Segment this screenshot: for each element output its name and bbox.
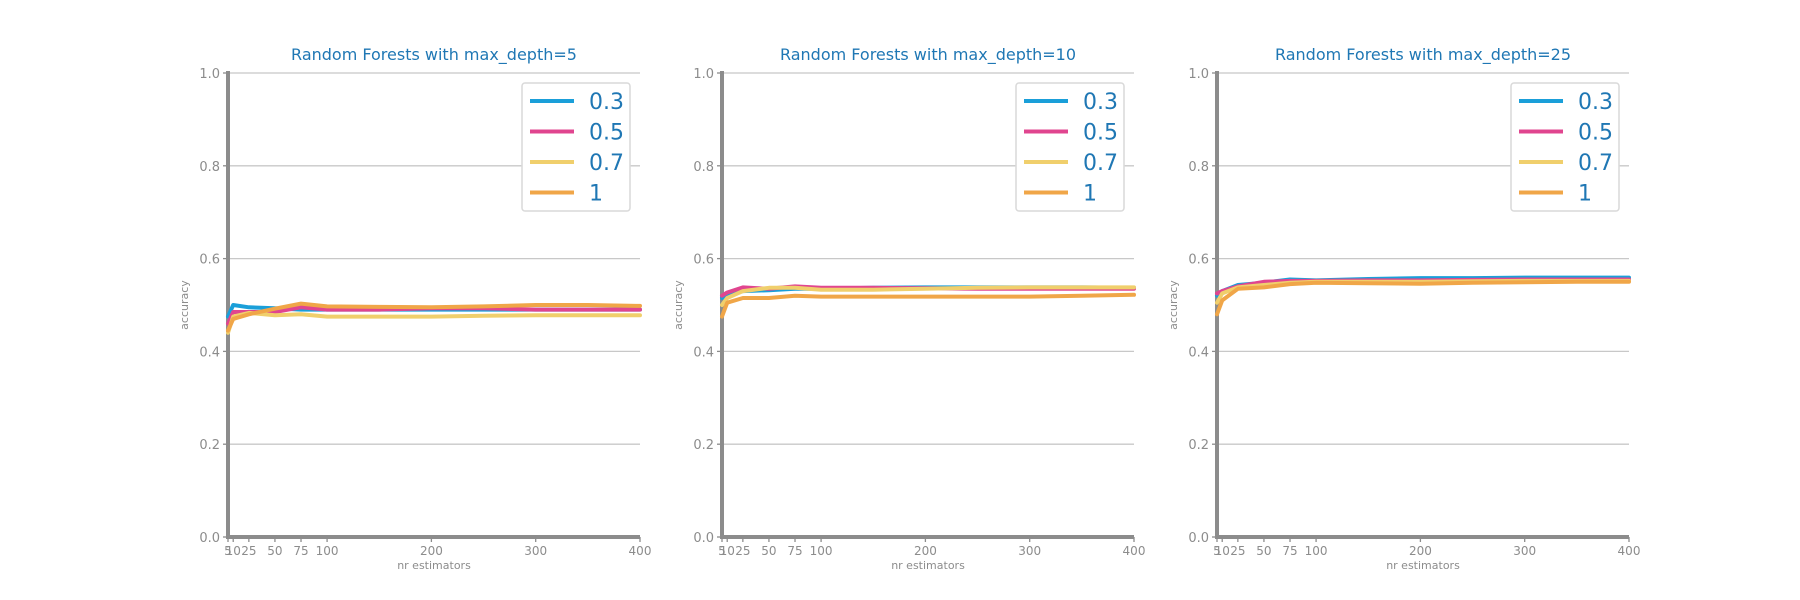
y-tick-label: 0.6: [1188, 253, 1209, 268]
chart-panel-1: 0.0 0.2 0.4 0.6 0.8 1.0 510 25 50 75 100 200 300 400 R…: [178, 45, 651, 572]
legend-box: [1510, 82, 1620, 212]
y-tick-label: 0.2: [1188, 438, 1209, 453]
x-tick-label: 400: [629, 544, 652, 558]
x-tick-label: 25: [241, 544, 256, 558]
x-axis-label: nr estimators: [1386, 559, 1460, 572]
legend-label: 0.7: [1083, 151, 1118, 176]
x-tick-label: 25: [735, 544, 750, 558]
x-tick-label: 50: [1256, 544, 1271, 558]
x-tick-label: 50: [267, 544, 282, 558]
y-tick-label: 1.0: [1188, 67, 1209, 82]
y-axis-label: accuracy: [1167, 280, 1180, 330]
y-tick-label: 0.4: [199, 345, 220, 360]
x-tick-label: 100: [1305, 544, 1328, 558]
x-tick-label: 75: [293, 544, 308, 558]
legend: 0.3 0.5 0.7 1: [1015, 82, 1125, 212]
y-tick-label: 1.0: [199, 67, 220, 82]
chart-title: Random Forests with max_depth=10: [780, 45, 1076, 65]
x-tick-label: 200: [1409, 544, 1432, 558]
series-line-1: [1215, 279, 1631, 317]
y-tick-label: 0.4: [1188, 345, 1209, 360]
x-tick-label: 100: [810, 544, 833, 558]
y-tick-label: 0.4: [693, 345, 714, 360]
x-tick-label: 200: [420, 544, 443, 558]
x-tick-label: 400: [1618, 544, 1641, 558]
legend-label: 1: [1083, 182, 1097, 207]
x-axis-label: nr estimators: [397, 559, 471, 572]
y-axis-label: accuracy: [178, 280, 191, 330]
legend: 0.3 0.5 0.7 1: [521, 82, 631, 212]
y-tick-label: 0.6: [199, 253, 220, 268]
legend-label: 0.5: [589, 121, 624, 146]
series-line-1: [720, 292, 1136, 319]
legend-label: 0.5: [1083, 121, 1118, 146]
series-line-1: [226, 301, 642, 333]
x-tick-label: 5: [224, 544, 232, 558]
y-tick-label: 0.6: [693, 253, 714, 268]
x-tick-label: 75: [787, 544, 802, 558]
y-tick-label: 0.8: [1188, 160, 1209, 175]
legend-label: 1: [589, 182, 603, 207]
y-tick-label: 0.8: [199, 160, 220, 175]
legend-label: 1: [1578, 182, 1592, 207]
x-tick-label: 400: [1123, 544, 1146, 558]
chart-panel-2: 0.0 0.2 0.4 0.6 0.8 1.0 510 25 50 75 100 200 300 400 R…: [672, 45, 1145, 572]
y-tick-label: 0.2: [199, 438, 220, 453]
x-tick-label: 25: [1230, 544, 1245, 558]
chart-title: Random Forests with max_depth=25: [1275, 45, 1571, 65]
legend-label: 0.5: [1578, 121, 1613, 146]
x-tick-label: 75: [1282, 544, 1297, 558]
y-tick-label: 0.0: [1188, 531, 1209, 546]
chart-title: Random Forests with max_depth=5: [291, 45, 577, 65]
legend-label: 0.3: [1083, 90, 1118, 115]
x-tick-label: 100: [316, 544, 339, 558]
x-axis-label: nr estimators: [891, 559, 965, 572]
y-tick-label: 1.0: [693, 67, 714, 82]
x-tick-label: 300: [524, 544, 547, 558]
x-tick-label: 200: [914, 544, 937, 558]
y-tick-label: 0.0: [693, 531, 714, 546]
x-tick-label: 10: [720, 544, 735, 558]
legend-box: [521, 82, 631, 212]
legend-label: 0.3: [1578, 90, 1613, 115]
x-tick-label: 10: [226, 544, 241, 558]
x-tick-label: 5: [718, 544, 726, 558]
series-line-0.7: [226, 310, 642, 335]
legend-label: 0.7: [589, 151, 624, 176]
legend: 0.3 0.5 0.7 1: [1510, 82, 1620, 212]
legend-label: 0.7: [1578, 151, 1613, 176]
series-line-0.7: [720, 285, 1136, 307]
y-tick-label: 0.8: [693, 160, 714, 175]
x-tick-label: 50: [761, 544, 776, 558]
y-axis-label: accuracy: [672, 280, 685, 330]
x-tick-label: 300: [1018, 544, 1041, 558]
legend-label: 0.3: [589, 90, 624, 115]
x-tick-label: 5: [1213, 544, 1221, 558]
x-tick-label: 10: [1215, 544, 1230, 558]
legend-box: [1015, 82, 1125, 212]
x-tick-label: 300: [1513, 544, 1536, 558]
y-tick-label: 0.0: [199, 531, 220, 546]
y-tick-label: 0.2: [693, 438, 714, 453]
chart-panel-3: 0.0 0.2 0.4 0.6 0.8 1.0 510 25 50 75 100 200 300 400 R…: [1167, 45, 1640, 572]
